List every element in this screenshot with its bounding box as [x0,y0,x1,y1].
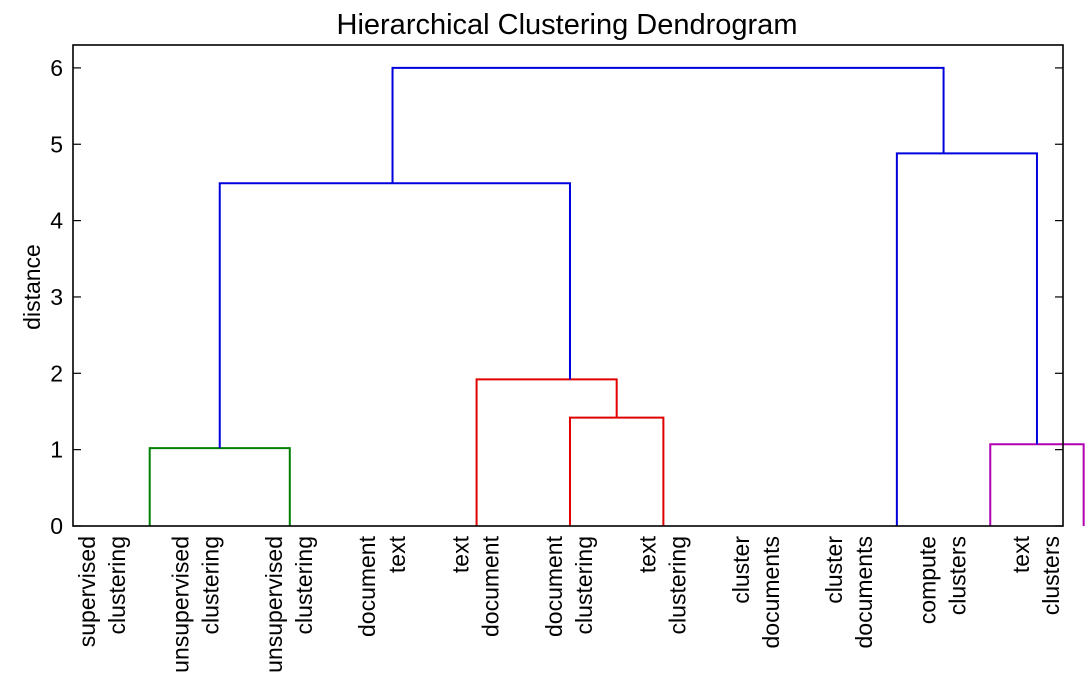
plot-frame [72,44,1064,527]
leaf-label-line: supervised [74,536,100,647]
dendrogram-links [148,66,1085,526]
leaf-label-line: document [478,535,504,637]
leaf-label-line: text [448,535,474,573]
x-axis-leaf-labels: supervised clustering unsupervised clusteri… [74,535,1064,672]
y-tick-label: 6 [50,55,63,81]
chart-title: Hierarchical Clustering Dendrogram [337,9,798,41]
leaf-label-line: text [1008,535,1034,573]
leaf-label: compute clusters [915,536,971,624]
y-tick-label: 3 [50,284,63,310]
leaf-label: unsupervised clustering [261,536,317,673]
y-axis: 0 1 2 3 4 5 6 [50,55,1063,539]
leaf-label: document text [354,535,410,637]
leaf-label-line: documents [851,536,877,649]
leaf-label: cluster documents [728,536,784,649]
y-tick-label: 5 [50,131,63,157]
dendrogram-link [391,66,945,184]
dendrogram-link [989,443,1085,526]
y-tick-label: 2 [50,360,63,386]
leaf-label-line: cluster [728,536,754,604]
leaf-label: unsupervised clustering [167,536,223,673]
leaf-label-line: clustering [291,536,317,634]
dendrogram-link [148,447,291,526]
leaf-label-line: unsupervised [261,536,287,673]
leaf-label-line: clustering [571,536,597,634]
dendrogram-link [568,416,665,526]
dendrogram-link [895,152,1038,526]
dendrogram-link [475,378,618,526]
leaf-label: text clustering [634,535,690,634]
leaf-label-line: clustering [664,536,690,634]
leaf-label-line: document [354,535,380,637]
leaf-label-line: clusters [945,536,971,615]
leaf-label-line: clustering [104,536,130,634]
leaf-label-line: text [384,535,410,573]
y-tick-label: 0 [50,513,63,539]
leaf-label-line: documents [758,536,784,649]
leaf-label: text clusters [1008,535,1064,615]
leaf-label: cluster documents [821,536,877,649]
leaf-label-line: compute [915,536,941,624]
dendrogram-link [218,182,571,449]
y-tick-label: 4 [50,208,63,234]
leaf-label: text document [448,535,504,637]
leaf-label-line: clusters [1038,536,1064,615]
leaf-label-line: unsupervised [167,536,193,673]
y-axis-label: distance [19,244,45,330]
leaf-label: supervised clustering [74,536,130,647]
leaf-label-line: document [541,535,567,637]
leaf-label-line: clustering [197,536,223,634]
y-tick-label: 1 [50,437,63,463]
leaf-label: document clustering [541,535,597,637]
leaf-label-line: text [634,535,660,573]
leaf-label-line: cluster [821,536,847,604]
